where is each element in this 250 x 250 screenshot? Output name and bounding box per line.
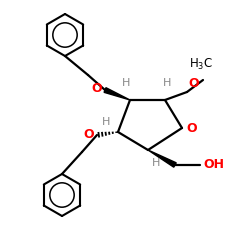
Text: O: O — [186, 122, 196, 134]
Polygon shape — [104, 88, 130, 100]
Text: H: H — [163, 78, 171, 88]
Text: O: O — [84, 128, 94, 140]
Text: H: H — [102, 117, 110, 127]
Text: H$_3$C: H$_3$C — [189, 57, 213, 72]
Polygon shape — [148, 150, 176, 167]
Text: O: O — [92, 82, 102, 96]
Text: O: O — [188, 77, 198, 90]
Text: H: H — [122, 78, 130, 88]
Text: OH: OH — [203, 158, 224, 172]
Text: H: H — [152, 158, 160, 168]
